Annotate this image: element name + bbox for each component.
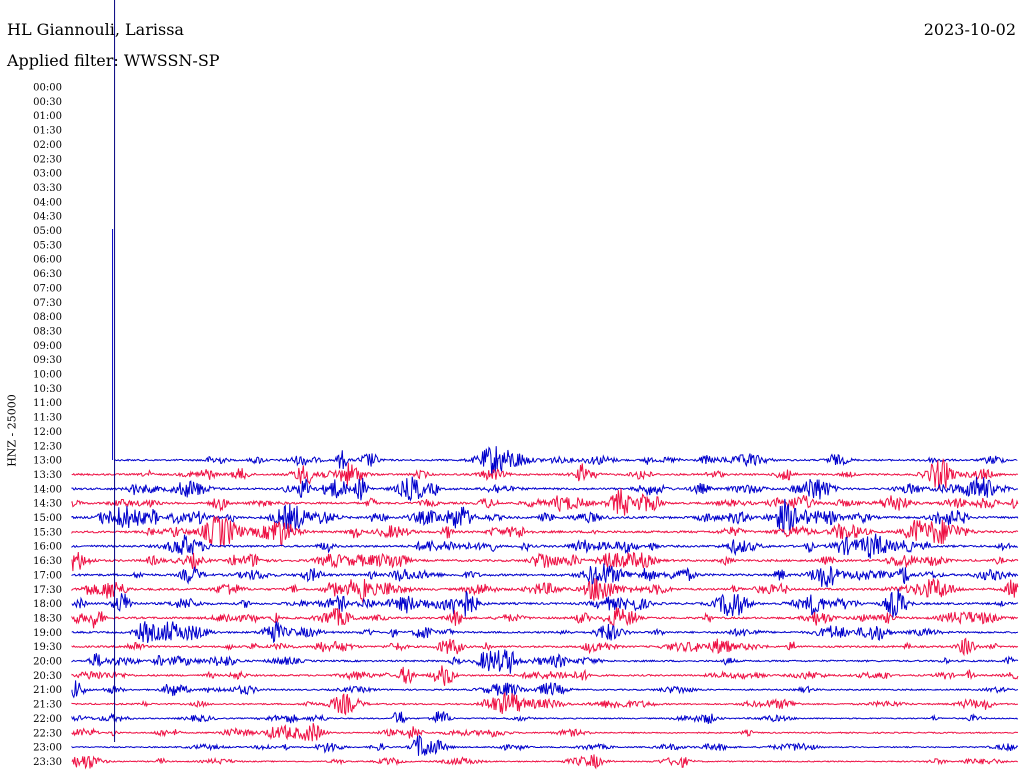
row-label: 15:30 xyxy=(33,527,62,538)
row-label: 00:00 xyxy=(33,83,62,94)
trace-row xyxy=(71,515,1019,548)
row-label: 10:30 xyxy=(33,384,62,395)
trace-row xyxy=(71,551,1019,572)
row-label: 06:00 xyxy=(33,255,62,266)
row-label: 11:30 xyxy=(33,413,62,424)
row-label: 08:00 xyxy=(33,312,62,323)
row-label: 02:30 xyxy=(33,154,62,165)
row-label: 19:30 xyxy=(33,642,62,653)
row-label: 10:00 xyxy=(33,370,62,381)
row-label: 09:30 xyxy=(33,355,62,366)
row-label: 15:00 xyxy=(33,513,62,524)
row-label: 00:30 xyxy=(33,97,62,108)
trace-row xyxy=(71,458,1019,490)
trace-row xyxy=(71,498,1019,533)
row-label: 19:00 xyxy=(33,628,62,639)
trace-row xyxy=(71,734,1019,756)
row-label: 06:30 xyxy=(33,269,62,280)
date-label: 2023-10-02 xyxy=(923,20,1016,39)
row-label: 08:30 xyxy=(33,326,62,337)
trace-row xyxy=(71,476,1019,502)
row-label: 05:00 xyxy=(33,226,62,237)
row-label: 04:30 xyxy=(33,212,62,223)
row-label: 07:30 xyxy=(33,298,62,309)
row-label: 11:00 xyxy=(33,398,62,409)
row-label: 12:00 xyxy=(33,427,62,438)
trace-row xyxy=(71,637,1019,657)
row-label: 22:00 xyxy=(33,714,62,725)
row-label: 09:00 xyxy=(33,341,62,352)
row-label: 16:30 xyxy=(33,556,62,567)
trace-row xyxy=(71,588,1019,618)
row-label: 23:30 xyxy=(33,757,62,768)
row-label: 12:30 xyxy=(33,441,62,452)
row-label: 17:30 xyxy=(33,585,62,596)
station-title: HL Giannouli, Larissa xyxy=(7,20,184,39)
row-label: 14:30 xyxy=(33,499,62,510)
trace-row xyxy=(71,680,1019,699)
trace-row xyxy=(71,563,1019,588)
row-label: 07:00 xyxy=(33,283,62,294)
row-label: 18:00 xyxy=(33,599,62,610)
row-label: 03:00 xyxy=(33,169,62,180)
row-label: 21:30 xyxy=(33,700,62,711)
row-label: 16:00 xyxy=(33,542,62,553)
trace-row xyxy=(71,533,1019,559)
trace-row xyxy=(71,754,1018,770)
row-label: 13:30 xyxy=(33,470,62,481)
row-label: 01:00 xyxy=(33,111,62,122)
row-label: 04:00 xyxy=(33,197,62,208)
trace-row xyxy=(71,665,1019,686)
row-label: 03:30 xyxy=(33,183,62,194)
row-label: 23:00 xyxy=(33,743,62,754)
trace-row xyxy=(71,722,1019,742)
row-label: 18:30 xyxy=(33,613,62,624)
trace-row xyxy=(71,607,1018,629)
row-label: 02:00 xyxy=(33,140,62,151)
trace-row xyxy=(71,621,1019,644)
filter-label: Applied filter: WWSSN-SP xyxy=(7,51,220,70)
trace-row xyxy=(71,488,1019,516)
row-label: 17:00 xyxy=(33,570,62,581)
row-label: 20:00 xyxy=(33,657,62,668)
row-label: 21:00 xyxy=(33,685,62,696)
row-label: 13:00 xyxy=(33,456,62,467)
trace-row xyxy=(114,446,1018,476)
row-label: 22:30 xyxy=(33,728,62,739)
row-label: 14:00 xyxy=(33,484,62,495)
row-label: 05:30 xyxy=(33,240,62,251)
row-label: 01:30 xyxy=(33,126,62,137)
row-label: 20:30 xyxy=(33,671,62,682)
trace-row xyxy=(71,649,1019,674)
trace-row xyxy=(71,691,1019,716)
trace-row xyxy=(71,577,1019,604)
trace-row xyxy=(71,711,1019,724)
